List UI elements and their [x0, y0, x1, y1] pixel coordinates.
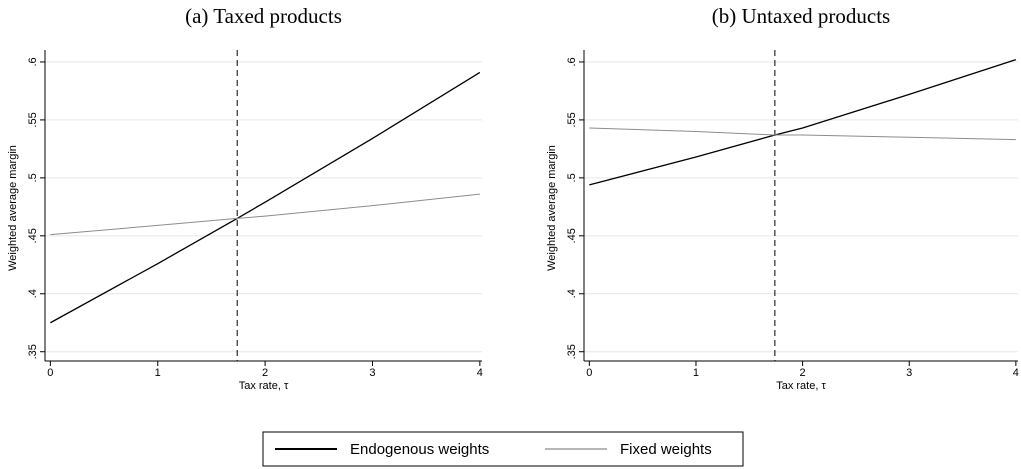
y-tick-label: .4: [27, 289, 39, 298]
panel-title: (b) Untaxed products: [712, 4, 890, 28]
legend-label: Fixed weights: [620, 441, 712, 458]
panel-title: (a) Taxed products: [185, 4, 342, 28]
legend-label: Endogenous weights: [350, 441, 489, 458]
y-axis-label: Weighted average margin: [546, 145, 558, 271]
x-axis-label: Tax rate, τ: [776, 380, 826, 392]
y-tick-label: .45: [27, 228, 39, 243]
y-tick-label: .5: [27, 173, 39, 182]
series-line: [50, 193, 480, 236]
series-line: [589, 59, 1017, 186]
y-tick-label: .4: [566, 289, 578, 298]
y-tick-label: .6: [566, 57, 578, 66]
legend-box: [262, 431, 744, 467]
x-tick-label: 3: [369, 367, 375, 379]
series-line: [589, 127, 1016, 141]
x-tick-label: 1: [693, 367, 699, 379]
y-axis-label: Weighted average margin: [7, 145, 19, 271]
y-tick-label: .35: [27, 344, 39, 359]
x-axis-label: Tax rate, τ: [239, 380, 289, 392]
x-tick-label: 4: [1013, 367, 1019, 379]
x-tick-label: 2: [262, 367, 268, 379]
series-line: [50, 71, 481, 324]
y-tick-label: .45: [566, 228, 578, 243]
y-tick-label: .55: [566, 112, 578, 127]
x-tick-label: 2: [800, 367, 806, 379]
x-tick-label: 4: [477, 367, 483, 379]
y-tick-label: .5: [566, 173, 578, 182]
y-tick-label: .35: [566, 344, 578, 359]
x-tick-label: 0: [47, 367, 53, 379]
y-tick-label: .6: [27, 57, 39, 66]
x-tick-label: 1: [155, 367, 161, 379]
x-tick-label: 0: [586, 367, 592, 379]
y-tick-label: .55: [27, 112, 39, 127]
x-tick-label: 3: [906, 367, 912, 379]
